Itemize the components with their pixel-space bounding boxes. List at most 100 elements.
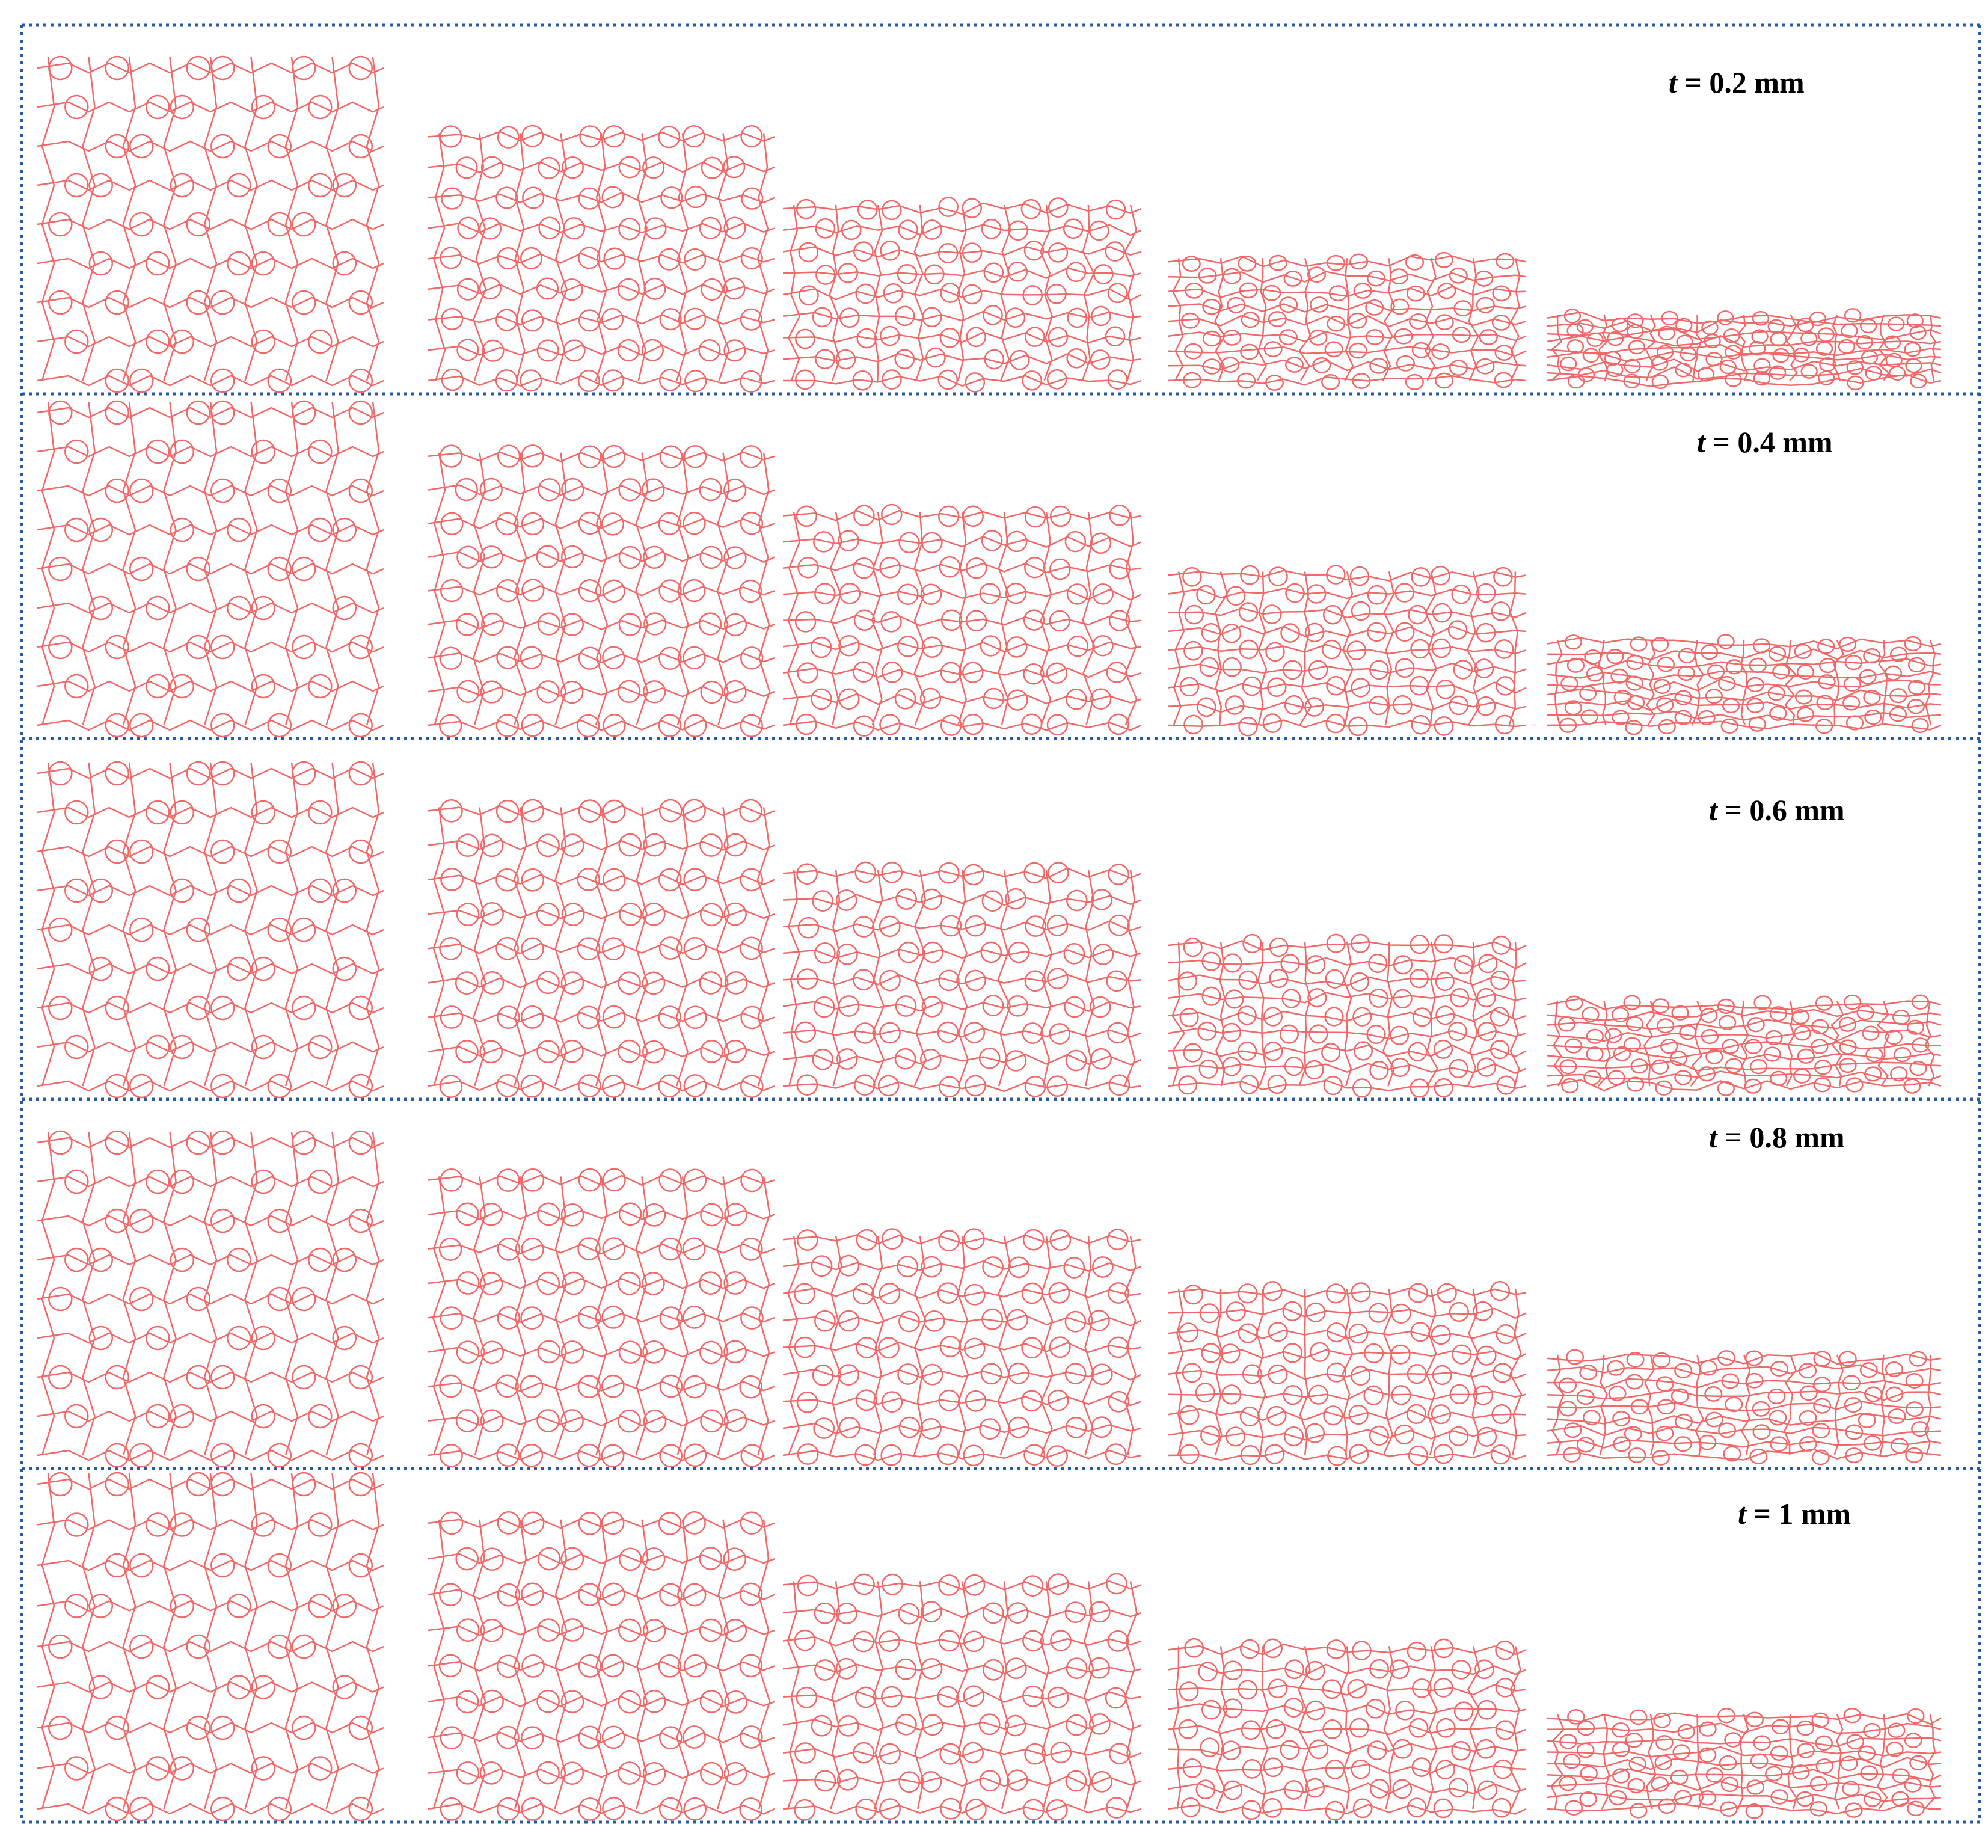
lattice-node: [855, 1798, 877, 1820]
lattice-strut: [782, 535, 1142, 548]
lattice-strut: [37, 1293, 384, 1305]
lattice-node: [1680, 346, 1697, 361]
lattice-node: [796, 1686, 818, 1708]
lattice-node: [739, 1797, 763, 1821]
lattice-node: [560, 1039, 584, 1063]
lattice-node: [1285, 583, 1305, 603]
lattice-node: [170, 94, 195, 120]
lattice-node: [1393, 989, 1413, 1008]
lattice-node: [251, 1675, 276, 1699]
lattice-node: [723, 1340, 747, 1364]
lattice-strut: [1546, 1041, 1942, 1050]
lattice-node: [1845, 1447, 1864, 1464]
lattice-node: [1088, 1657, 1110, 1679]
lattice-strut: [1299, 571, 1312, 726]
lattice-node: [1407, 1797, 1427, 1818]
lattice-strut: [1546, 1448, 1942, 1461]
lattice-node: [1408, 1445, 1429, 1466]
lattice-strut: [782, 1288, 1142, 1299]
lattice-node: [308, 329, 333, 354]
lattice-node: [536, 971, 560, 995]
lattice-strut: [782, 641, 1142, 653]
lattice-node: [962, 242, 983, 263]
lattice-node: [940, 609, 963, 631]
lattice-node: [521, 512, 545, 536]
lattice-node: [1437, 283, 1456, 299]
lattice-node: [348, 634, 373, 660]
lattice-node: [1724, 1732, 1742, 1748]
lattice-node: [1326, 675, 1346, 696]
lattice-node: [560, 833, 584, 857]
lattice-node: [1679, 1025, 1697, 1040]
lattice-strut: [366, 1131, 380, 1456]
lattice-strut: [1039, 512, 1052, 726]
lattice-node: [497, 1511, 521, 1535]
lattice-node: [603, 247, 626, 270]
lattice-node: [536, 1689, 560, 1713]
lattice-node: [723, 1271, 747, 1295]
lattice-strut: [1298, 1646, 1311, 1810]
lattice-node: [1769, 365, 1787, 380]
lattice-node: [292, 995, 316, 1021]
lattice-strut: [782, 1368, 1142, 1381]
lattice-node: [1369, 1425, 1390, 1446]
lattice-strut: [757, 1176, 771, 1456]
lattice-node: [854, 1022, 876, 1044]
lattice-strut: [756, 133, 769, 381]
lattice-node: [480, 971, 505, 995]
lattice-node: [1367, 1740, 1387, 1760]
lattice-node: [1222, 1057, 1242, 1076]
lattice-node: [1008, 1362, 1029, 1384]
lattice-node: [146, 251, 170, 276]
lattice-node: [1409, 969, 1429, 989]
lattice-node: [740, 936, 763, 960]
lattice-strut: [82, 1473, 96, 1810]
lattice-node: [835, 349, 856, 370]
lattice-node: [1092, 1256, 1114, 1278]
lattice-node: [796, 713, 817, 735]
lattice-node: [1183, 372, 1202, 388]
lattice-node: [1579, 685, 1597, 701]
lattice-node: [457, 216, 480, 239]
lattice-node: [811, 1255, 833, 1277]
lattice-node: [348, 761, 373, 786]
lattice-node: [1797, 317, 1814, 333]
lattice-node: [938, 862, 960, 884]
lattice-node: [1447, 1021, 1467, 1042]
lattice-strut: [914, 1581, 924, 1810]
lattice-node: [1005, 1657, 1027, 1680]
lattice-node: [1453, 1701, 1474, 1722]
lattice-node: [1719, 359, 1737, 375]
lattice-node: [1476, 1739, 1496, 1759]
lattice-node: [881, 200, 902, 221]
lattice-node: [658, 646, 682, 670]
lattice-node: [186, 761, 211, 786]
lattice-node: [146, 439, 170, 464]
lattice-strut: [999, 1581, 1010, 1810]
lattice-node: [1004, 1714, 1026, 1737]
lattice-node: [643, 1410, 667, 1433]
lattice-node: [292, 290, 316, 315]
lattice-strut: [122, 1131, 137, 1456]
lattice-node: [1182, 1758, 1203, 1778]
lattice-node: [1477, 1780, 1497, 1800]
lattice-strut: [428, 942, 775, 954]
lattice-node: [898, 941, 919, 963]
lattice-node: [227, 1594, 251, 1618]
lattice-strut: [82, 57, 96, 381]
lattice-node: [814, 1602, 836, 1624]
lattice-node: [1394, 583, 1414, 603]
lattice-node: [1604, 351, 1622, 366]
lattice-node: [308, 1756, 333, 1781]
lattice-node: [1327, 315, 1346, 332]
lattice-node: [251, 1325, 276, 1351]
lattice-node: [642, 1272, 665, 1295]
lattice-node: [1238, 1283, 1258, 1304]
lattice-node: [602, 579, 625, 603]
lattice-strut: [1167, 1763, 1527, 1775]
lattice-node: [1625, 720, 1643, 735]
lattice-node: [1431, 638, 1452, 658]
structure-row5-stage2: [428, 1511, 775, 1821]
lattice-node: [1725, 372, 1742, 387]
lattice-node: [700, 1040, 723, 1063]
